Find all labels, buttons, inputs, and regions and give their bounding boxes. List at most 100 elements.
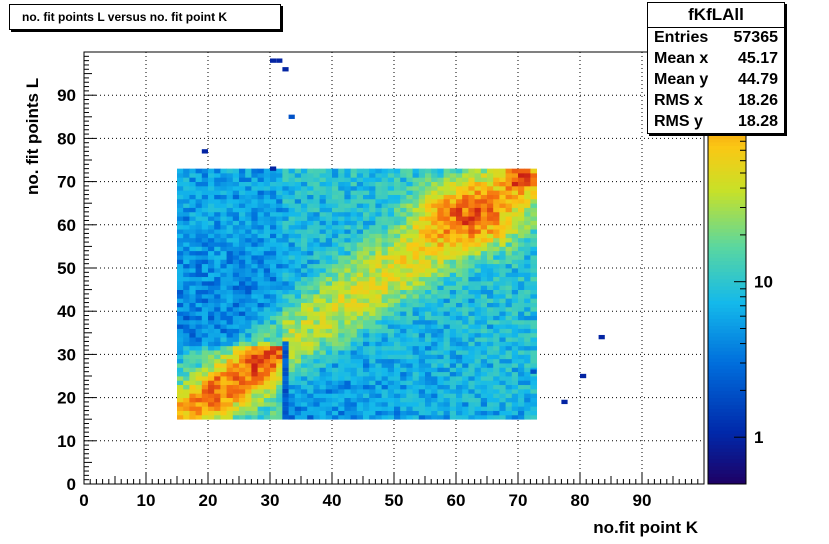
heatmap-cell — [456, 268, 463, 273]
heatmap-cell — [487, 406, 494, 411]
heatmap-cell — [511, 354, 519, 360]
heatmap-cell — [431, 388, 438, 394]
heatmap-cell — [468, 337, 475, 342]
heatmap-cell — [499, 224, 506, 230]
heatmap-cell — [201, 324, 209, 329]
heatmap-cell — [437, 246, 444, 252]
heatmap-cell — [257, 280, 265, 286]
heatmap-cell — [369, 328, 376, 334]
heatmap-cell — [530, 268, 537, 273]
heatmap-cell — [387, 406, 395, 411]
heatmap-cell — [468, 255, 475, 260]
heatmap-cell — [313, 380, 320, 386]
heatmap-cell — [208, 311, 215, 316]
heatmap-cell — [431, 268, 438, 273]
stats-name: fKfLAll — [648, 3, 784, 28]
heatmap-cell — [412, 311, 420, 316]
heatmap-cell — [468, 229, 475, 234]
heatmap-cell — [282, 237, 289, 243]
heatmap-cell — [394, 289, 401, 295]
heatmap-cell — [499, 216, 506, 221]
heatmap-cell — [505, 306, 513, 312]
heatmap-cell — [375, 384, 382, 390]
heatmap-cell — [325, 311, 333, 316]
heatmap-cell — [375, 211, 382, 217]
heatmap-cell — [406, 185, 413, 191]
heatmap-cell — [418, 250, 426, 256]
heatmap-cell — [251, 367, 258, 373]
heatmap-cell — [524, 220, 531, 226]
heatmap-cell — [332, 393, 339, 398]
heatmap-cell — [307, 363, 314, 368]
heatmap-cell — [524, 311, 531, 316]
heatmap-cell — [263, 350, 271, 355]
heatmap-cell — [214, 259, 221, 265]
heatmap-cell — [530, 306, 537, 312]
heatmap-cell — [412, 298, 420, 303]
heatmap-cell — [263, 306, 271, 312]
heatmap-cell — [381, 401, 389, 407]
color-scale-segment — [708, 336, 746, 341]
heatmap-cell — [462, 363, 469, 368]
heatmap-cell — [307, 345, 314, 351]
heatmap-cell — [214, 393, 221, 398]
heatmap-cell — [412, 220, 420, 226]
stats-row-rms-x: RMS x 18.26 — [654, 92, 778, 113]
heatmap-cell — [505, 354, 513, 360]
heatmap-cell — [245, 319, 252, 325]
heatmap-cell — [350, 401, 358, 407]
heatmap-cell — [363, 276, 370, 282]
heatmap-cell — [245, 350, 252, 355]
heatmap-cell — [263, 380, 271, 386]
heatmap-cell — [511, 371, 519, 377]
heatmap-cell — [301, 216, 308, 221]
heatmap-cell — [288, 302, 296, 308]
heatmap-cell — [232, 337, 240, 342]
heatmap-cell — [369, 276, 376, 282]
heatmap-cell — [462, 242, 469, 247]
heatmap-cell — [201, 298, 209, 303]
heatmap-cell — [282, 337, 289, 342]
heatmap-cell — [474, 350, 482, 355]
heatmap-cell — [208, 363, 215, 368]
heatmap-cell — [518, 268, 525, 273]
heatmap-cell — [499, 263, 506, 269]
heatmap-cell — [493, 181, 500, 187]
heatmap-cell — [307, 233, 314, 239]
heatmap-cell — [425, 332, 432, 338]
color-scale-segment — [708, 199, 746, 204]
heatmap-cell — [344, 319, 351, 325]
heatmap-cell — [493, 220, 500, 226]
heatmap-cell — [456, 315, 463, 321]
heatmap-cell — [431, 367, 438, 373]
heatmap-cell — [226, 388, 234, 394]
heatmap-cell — [394, 190, 401, 195]
color-scale-segment — [708, 206, 746, 211]
heatmap-cell — [356, 280, 364, 286]
heatmap-cell — [350, 185, 358, 191]
heatmap-cell — [406, 302, 413, 308]
heatmap-cell — [505, 414, 513, 420]
heatmap-cell — [251, 401, 258, 407]
heatmap-cell — [177, 220, 184, 226]
heatmap-cell — [183, 177, 190, 182]
heatmap-cell — [456, 237, 463, 243]
heatmap-cell — [406, 229, 413, 234]
heatmap-cell — [257, 371, 265, 377]
heatmap-cell — [344, 324, 351, 329]
heatmap-cell — [239, 255, 246, 260]
heatmap-cell — [505, 276, 513, 282]
heatmap-cell — [226, 190, 234, 195]
heatmap-cell — [332, 289, 339, 295]
heatmap-cell — [474, 328, 482, 334]
heatmap-cell — [524, 280, 531, 286]
heatmap-cell — [462, 298, 469, 303]
heatmap-cell — [245, 216, 252, 221]
heatmap-cell — [456, 280, 463, 286]
heatmap-cell — [350, 233, 358, 239]
heatmap-cell — [381, 384, 389, 390]
heatmap-cell — [387, 276, 395, 282]
heatmap-cell — [226, 168, 234, 174]
x-tick-label: 60 — [447, 491, 466, 510]
heatmap-cell — [394, 233, 401, 239]
